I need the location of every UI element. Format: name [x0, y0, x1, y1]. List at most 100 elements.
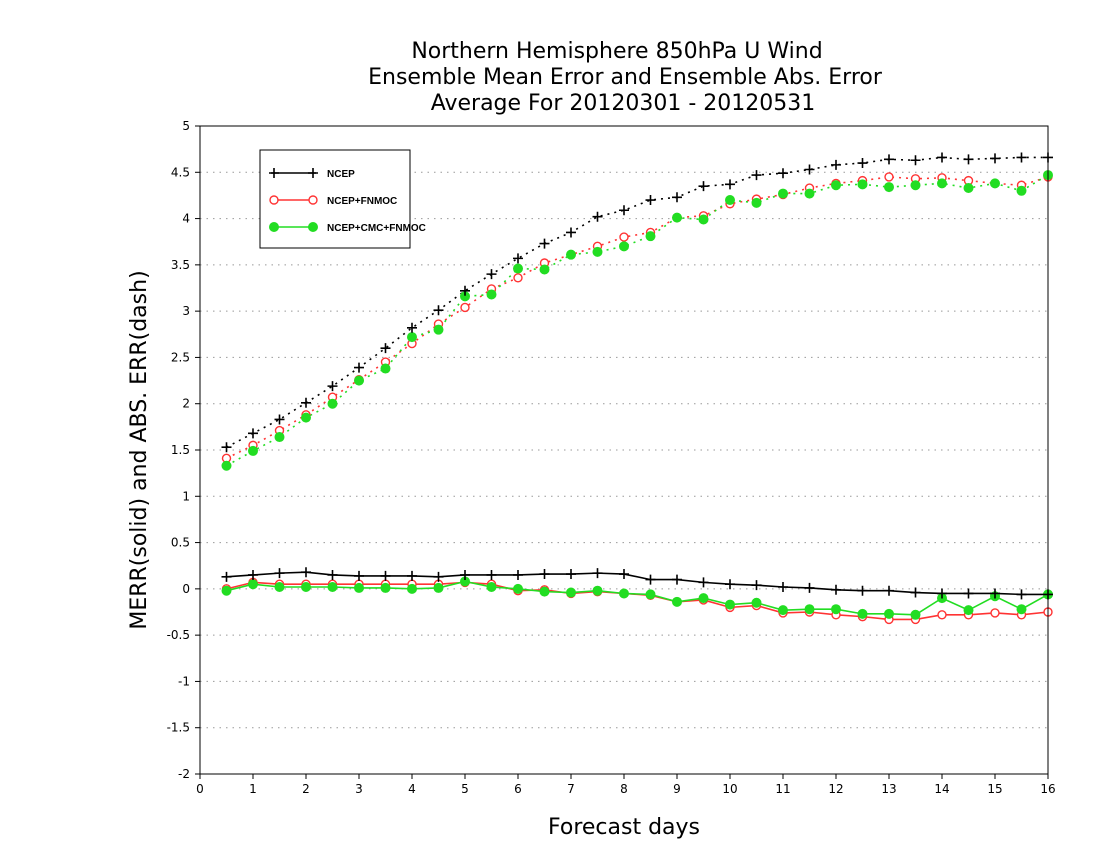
point-ncep-abs-error [380, 343, 391, 354]
point-ncep-cmc-fnmoc-mean-error [327, 582, 338, 593]
point-ncep-cmc-fnmoc-abs-error [751, 197, 762, 208]
point-ncep-cmc-fnmoc-mean-error [248, 579, 258, 590]
point-ncep-cmc-fnmoc-abs-error [937, 178, 947, 189]
point-ncep-cmc-fnmoc-mean-error [513, 583, 523, 594]
point-ncep-abs-error [354, 362, 364, 373]
point-ncep-cmc-fnmoc-mean-error [963, 605, 974, 616]
point-ncep-fnmoc-abs-error [513, 273, 523, 283]
point-ncep-mean-error [751, 580, 762, 591]
x-tick-label: 4 [408, 782, 416, 796]
x-tick-label: 16 [1040, 782, 1055, 796]
point-ncep-cmc-fnmoc-mean-error [301, 582, 311, 593]
point-ncep-cmc-fnmoc-abs-error [327, 398, 338, 409]
point-ncep-cmc-fnmoc-abs-error [566, 249, 576, 260]
point-ncep-cmc-fnmoc-abs-error [725, 195, 735, 206]
point-ncep-mean-error [248, 569, 258, 580]
x-tick-label: 0 [196, 782, 204, 796]
point-ncep-cmc-fnmoc-abs-error [407, 332, 417, 343]
legend-label-ncep-cmc-fnmoc: NCEP+CMC+FNMOC [327, 223, 426, 234]
point-ncep-mean-error [433, 571, 444, 582]
legend-marker-ncep-fnmoc [269, 195, 279, 205]
point-ncep-abs-error [301, 397, 311, 408]
point-ncep-mean-error [990, 588, 1000, 599]
point-ncep-cmc-fnmoc-abs-error [248, 445, 258, 456]
point-ncep-cmc-fnmoc-abs-error [778, 188, 788, 199]
point-ncep-mean-error [407, 570, 417, 581]
point-ncep-cmc-fnmoc-mean-error [221, 585, 232, 596]
point-ncep-cmc-fnmoc-abs-error [221, 460, 232, 471]
ticks: -2-1.5-1-0.500.511.522.533.544.550 1 2 3 4 5 6… [167, 119, 1056, 796]
point-ncep-mean-error [672, 574, 682, 585]
y-tick-label: 4.5 [171, 165, 190, 179]
point-ncep-abs-error [433, 305, 444, 316]
x-axis-label: Forecast days [548, 815, 700, 840]
point-ncep-mean-error [301, 567, 311, 578]
point-ncep-cmc-fnmoc-abs-error [990, 178, 1000, 189]
point-ncep-cmc-fnmoc-abs-error [910, 180, 921, 191]
point-ncep-cmc-fnmoc-abs-error [857, 179, 868, 190]
y-tick-label: 0 [182, 582, 190, 596]
point-ncep-cmc-fnmoc-mean-error [645, 589, 656, 600]
point-ncep-cmc-fnmoc-mean-error [619, 588, 629, 599]
point-ncep-cmc-fnmoc-mean-error [380, 582, 391, 593]
point-ncep-mean-error [539, 569, 550, 580]
series-ncep-mean-error-line [226, 571, 1048, 596]
point-ncep-cmc-fnmoc-abs-error [963, 183, 974, 194]
point-ncep-cmc-fnmoc-mean-error [884, 608, 894, 619]
x-tick-label: 6 [514, 782, 522, 796]
legend-marker-ncep [269, 168, 279, 178]
point-ncep-abs-error [831, 159, 841, 170]
point-ncep-cmc-fnmoc-abs-error [1016, 185, 1027, 196]
grid [200, 171, 1048, 729]
point-ncep-cmc-fnmoc-mean-error [672, 596, 682, 607]
point-ncep-mean-error [831, 584, 841, 595]
x-tick-label: 3 [355, 782, 363, 796]
chart-title-line-1: Northern Hemisphere 850hPa U Wind [411, 39, 822, 64]
point-ncep-fnmoc-abs-error [884, 172, 894, 182]
point-ncep-mean-error [619, 569, 629, 580]
point-ncep-mean-error [274, 568, 285, 579]
x-tick-label: 15 [987, 782, 1002, 796]
x-tick-label: 11 [775, 782, 790, 796]
point-ncep-abs-error [884, 154, 894, 165]
point-ncep-cmc-fnmoc-abs-error [698, 214, 709, 225]
point-ncep-mean-error [725, 579, 735, 590]
chart-title-line-3: Average For 20120301 - 20120531 [431, 91, 816, 116]
x-tick-label: 8 [620, 782, 628, 796]
point-ncep-mean-error [937, 588, 947, 599]
point-ncep-abs-error [804, 164, 815, 175]
x-tick-label: 13 [881, 782, 896, 796]
x-tick-label: 12 [828, 782, 843, 796]
point-ncep-mean-error [910, 587, 921, 598]
point-ncep-cmc-fnmoc-mean-error [433, 582, 444, 593]
point-ncep-cmc-fnmoc-mean-error [539, 586, 550, 597]
point-ncep-cmc-fnmoc-abs-error [539, 264, 550, 275]
point-ncep-cmc-fnmoc-mean-error [407, 583, 417, 594]
point-ncep-mean-error [884, 585, 894, 596]
point-ncep-cmc-fnmoc-abs-error [301, 412, 311, 423]
y-axis-label: MERR(solid) and ABS. ERR(dash) [127, 270, 152, 629]
point-ncep-abs-error [937, 152, 947, 163]
legend-marker-ncep [308, 168, 318, 178]
point-ncep-abs-error [778, 168, 788, 179]
point-ncep-mean-error [327, 569, 338, 580]
point-ncep-mean-error [566, 569, 576, 580]
point-ncep-mean-error [857, 585, 868, 596]
point-ncep-cmc-fnmoc-mean-error [857, 608, 868, 619]
point-ncep-cmc-fnmoc-mean-error [486, 582, 497, 593]
point-ncep-cmc-fnmoc-mean-error [751, 597, 762, 608]
x-tick-label: 1 [249, 782, 257, 796]
point-ncep-mean-error [460, 569, 470, 580]
point-ncep-cmc-fnmoc-mean-error [274, 582, 285, 593]
point-ncep-cmc-fnmoc-mean-error [566, 587, 576, 598]
y-tick-label: -0.5 [167, 628, 190, 642]
point-ncep-abs-error [1016, 152, 1027, 163]
point-ncep-abs-error [619, 205, 629, 216]
legend: NCEP NCEP+FNMOC NCEP+CMC+FNMOC [259, 149, 426, 249]
point-ncep-cmc-fnmoc-abs-error [672, 212, 682, 223]
point-ncep-cmc-fnmoc-abs-error [619, 241, 629, 252]
point-ncep-abs-error [672, 192, 682, 203]
point-ncep-abs-error [274, 414, 285, 425]
point-ncep-mean-error [698, 577, 709, 588]
